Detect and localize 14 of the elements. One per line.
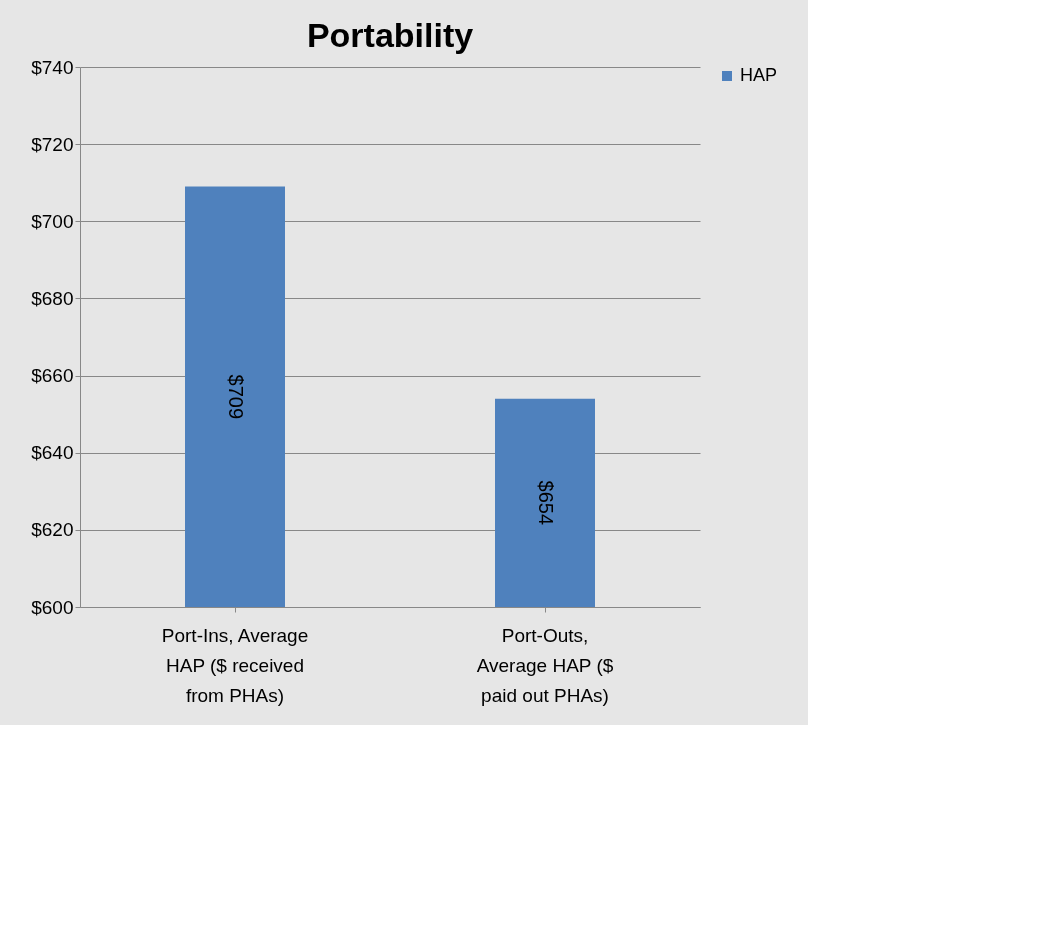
y-tick-label: $680: [31, 287, 74, 309]
legend-label: HAP: [740, 65, 778, 85]
chart-title: Portability: [306, 16, 474, 54]
y-tick-label: $640: [31, 442, 74, 464]
x-tick-label: Port-Ins, Average HAP ($ received from PHAs): [161, 624, 309, 706]
data-label: $654: [535, 480, 557, 526]
y-tick-label: $620: [31, 519, 74, 541]
data-label: $709: [225, 374, 247, 420]
y-tick-label: $600: [31, 596, 74, 618]
y-tick-label: $700: [31, 210, 74, 232]
y-tick-label: $660: [31, 365, 74, 387]
x-tick-label: Port-Outs, Average HAP ($ paid out PHAs): [476, 624, 614, 706]
y-tick-label: $740: [31, 56, 74, 78]
y-tick-label: $720: [31, 133, 74, 155]
